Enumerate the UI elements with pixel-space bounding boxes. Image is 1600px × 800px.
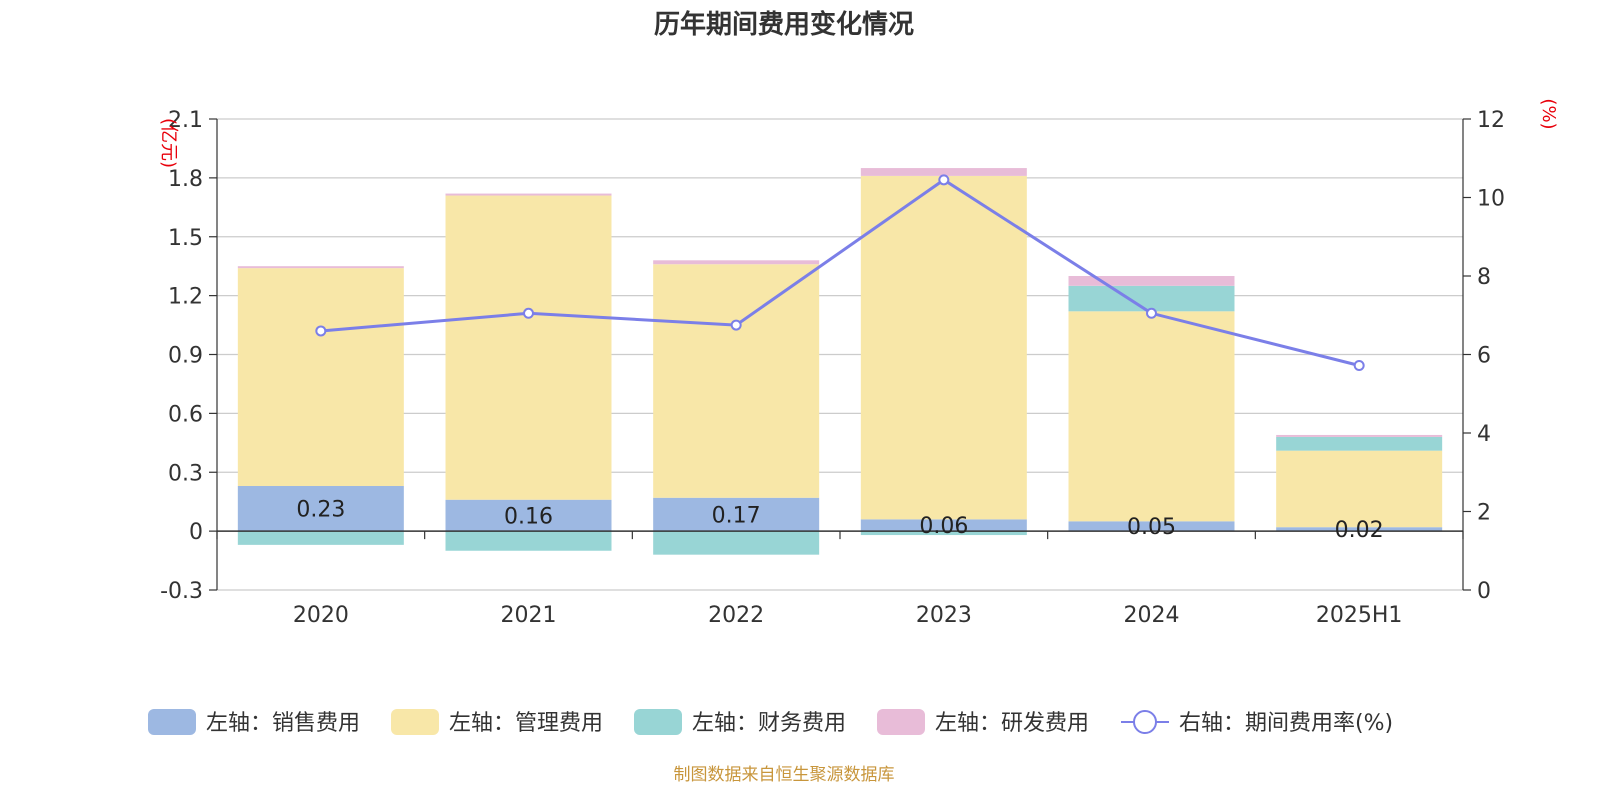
left-tick-label: 2.1 — [168, 108, 203, 133]
category-label: 2024 — [1124, 603, 1180, 628]
bar-segment — [237, 268, 404, 486]
chart-title: 历年期间费用变化情况 — [654, 9, 914, 40]
bar-value-label: 0.02 — [1335, 518, 1384, 543]
bar-segment — [1276, 434, 1443, 437]
legend-swatch — [148, 709, 196, 735]
bar-segment — [445, 193, 612, 196]
bar-segment — [1068, 311, 1235, 522]
bar-labels: 0.23 0.16 0.17 0.06 0.05 0.02 — [296, 498, 1383, 544]
legend: 左轴：销售费用 左轴：管理费用 左轴：财务费用 左轴：研发费用 右轴：期间费用率(%) — [148, 709, 1393, 736]
bar-segment — [860, 168, 1027, 176]
left-tick-label: 0 — [189, 520, 203, 545]
rate-line-point — [938, 174, 950, 186]
bar-segment — [445, 195, 612, 500]
bar-value-label: 0.16 — [504, 504, 553, 529]
bar-segment — [1068, 285, 1235, 312]
right-tick-label: 0 — [1477, 579, 1491, 604]
category-label: 2023 — [916, 603, 972, 628]
category-label: 2022 — [708, 603, 764, 628]
right-tick-label: 6 — [1477, 344, 1491, 369]
bar-segment — [237, 485, 404, 532]
rate-line-point — [315, 325, 327, 337]
legend-label: 左轴：财务费用 — [692, 711, 846, 736]
legend-label: 左轴：管理费用 — [449, 711, 603, 736]
rate-line — [315, 174, 1365, 371]
bar-value-label: 0.23 — [296, 498, 345, 523]
right-axis-unit: (%) — [1538, 98, 1559, 129]
legend-line-marker — [1133, 710, 1157, 734]
rate-line-path — [320, 178, 1360, 367]
bar-value-label: 0.06 — [919, 514, 968, 539]
bar-segment — [237, 531, 404, 545]
bar-segment — [653, 497, 820, 532]
bar-segment — [653, 260, 820, 265]
left-tick-label: -0.3 — [160, 579, 203, 604]
bar-segment — [237, 266, 404, 269]
bar-value-label: 0.17 — [712, 503, 761, 528]
category-label: 2021 — [501, 603, 557, 628]
bar-segment — [1068, 276, 1235, 286]
right-tick-label: 2 — [1477, 501, 1491, 526]
right-tick-label: 8 — [1477, 265, 1491, 290]
legend-swatch — [391, 709, 439, 735]
bar-segment — [860, 175, 1027, 520]
bar-segment — [860, 531, 1027, 536]
legend-swatch — [877, 709, 925, 735]
legend-label: 右轴：期间费用率(%) — [1179, 711, 1393, 736]
category-label: 2020 — [293, 603, 349, 628]
bar-segment — [860, 519, 1027, 532]
left-tick-label: 0.3 — [168, 461, 203, 486]
gridlines — [217, 118, 1463, 591]
left-tick-label: 1.8 — [168, 167, 203, 192]
left-axis-unit: (亿元) — [158, 118, 179, 168]
rate-line-point — [1353, 359, 1365, 371]
right-tick-label: 10 — [1477, 187, 1505, 212]
bar-segment — [653, 531, 820, 555]
bar-segment — [1276, 450, 1443, 528]
source-note: 制图数据来自恒生聚源数据库 — [674, 765, 895, 785]
legend-swatch — [634, 709, 682, 735]
bar-segment — [1068, 521, 1235, 532]
bar-segment — [445, 499, 612, 532]
bar-segment — [653, 264, 820, 498]
left-tick-label: 1.2 — [168, 285, 203, 310]
bar-segment — [1276, 436, 1443, 451]
rate-line-point — [523, 307, 534, 319]
bars — [237, 168, 1443, 555]
bar-segment — [1276, 527, 1443, 532]
left-tick-label: 1.5 — [168, 226, 203, 251]
rate-line-point — [730, 319, 742, 331]
right-tick-label: 12 — [1477, 108, 1505, 133]
left-tick-label: 0.6 — [168, 402, 203, 427]
right-tick-label: 4 — [1477, 422, 1491, 447]
left-tick-label: 0.9 — [168, 344, 203, 369]
category-label: 2025H1 — [1316, 603, 1403, 628]
legend-label: 左轴：研发费用 — [935, 711, 1089, 736]
bar-segment — [445, 531, 612, 551]
legend-label: 左轴：销售费用 — [206, 711, 360, 736]
bar-value-label: 0.05 — [1127, 515, 1176, 540]
rate-line-point — [1146, 307, 1157, 319]
